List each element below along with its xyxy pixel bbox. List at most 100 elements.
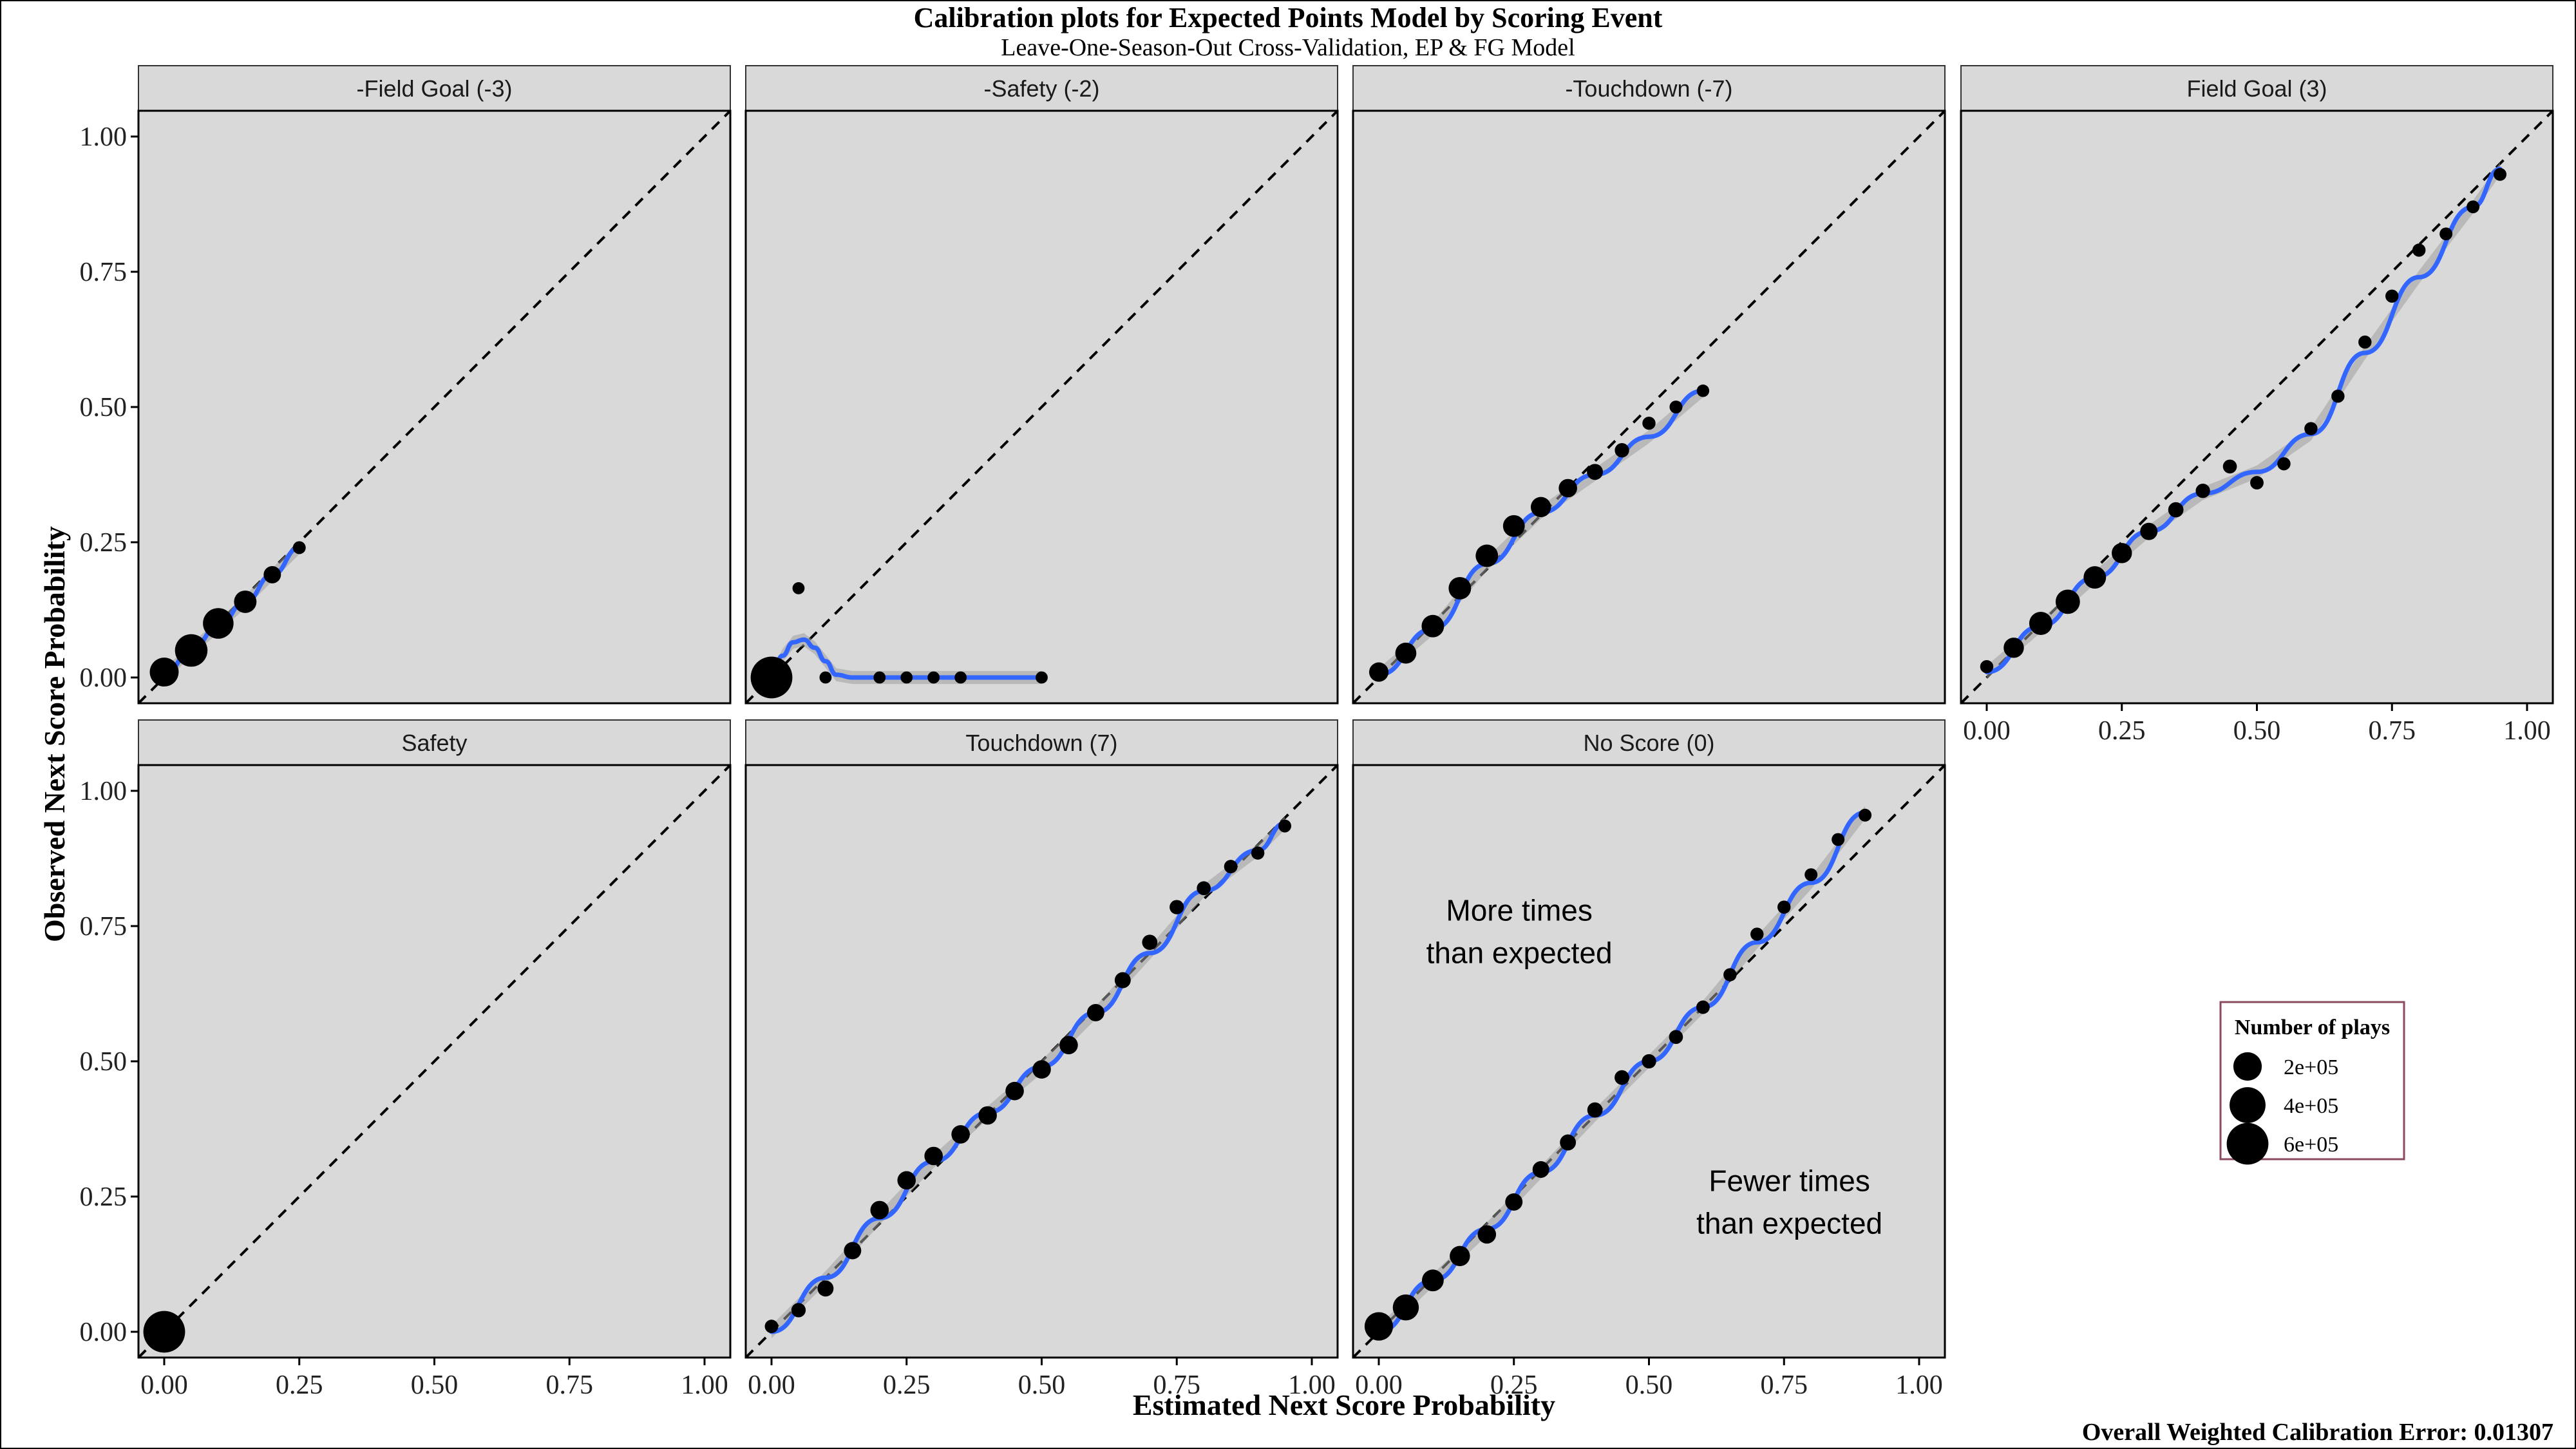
- data-point: [292, 541, 306, 554]
- data-point: [2439, 227, 2453, 241]
- facet-strip-label: Touchdown (7): [965, 730, 1117, 756]
- x-tick-label: 0.25: [1490, 1370, 1538, 1400]
- data-point: [2003, 638, 2024, 658]
- data-point: [1587, 1102, 1603, 1118]
- data-point: [2140, 522, 2158, 540]
- reference-diagonal: [137, 764, 732, 1359]
- y-tick-label: 0.00: [80, 1318, 128, 1347]
- x-tick-label: 0.50: [2233, 716, 2281, 746]
- facet-strip: [1352, 65, 1946, 111]
- data-point: [1251, 846, 1265, 860]
- x-tick-label: 0.75: [1761, 1370, 1808, 1400]
- data-point: [1114, 972, 1131, 989]
- data-point: [2277, 457, 2291, 471]
- legend-key-6e+05: [2226, 1122, 2269, 1165]
- data-point: [1395, 642, 1417, 664]
- data-point: [149, 658, 179, 687]
- annotation-text: More times: [1446, 894, 1592, 927]
- smooth-confidence-band: [772, 817, 1285, 1339]
- y-tick-label: 0.50: [80, 1047, 128, 1077]
- x-tick-label: 0.00: [1355, 1370, 1403, 1400]
- data-point: [1696, 384, 1710, 397]
- data-point: [954, 671, 967, 684]
- data-point: [2195, 484, 2210, 498]
- data-point: [900, 671, 913, 684]
- data-point: [2222, 459, 2237, 474]
- legend: Number of plays 2e+05 4e+05 6e+05: [2219, 1001, 2405, 1165]
- facet-strip: [745, 65, 1338, 111]
- data-point: [2083, 566, 2107, 589]
- data-point: [819, 671, 832, 684]
- chart-subtitle: Leave-One-Season-Out Cross-Validation, E…: [1001, 34, 1575, 61]
- x-tick-label: 0.25: [883, 1370, 931, 1400]
- panel-field-goal-3: Field Goal (3) 0.00 0.25 0.50 0.75 1.00: [1960, 65, 2554, 746]
- data-point: [1224, 860, 1238, 874]
- data-point: [1804, 868, 1818, 882]
- facet-strip: [138, 65, 731, 111]
- calibration-error-footer: Overall Weighted Calibration Error: 0.01…: [2082, 1419, 2553, 1446]
- data-point: [2112, 543, 2132, 564]
- legend-title: Number of plays: [2235, 1016, 2390, 1039]
- data-point: [1832, 833, 1845, 846]
- data-point: [1170, 900, 1184, 914]
- data-point: [1142, 934, 1158, 951]
- data-point: [2412, 243, 2426, 257]
- data-point: [1032, 1060, 1051, 1079]
- facet-strip-label: -Safety (-2): [983, 75, 1099, 102]
- data-point: [1450, 1245, 1470, 1267]
- data-point: [1750, 927, 1764, 941]
- x-tick-label: 0.25: [2098, 716, 2146, 746]
- data-point: [1558, 478, 1577, 498]
- data-point: [1368, 662, 1389, 682]
- data-point: [2385, 289, 2399, 303]
- data-point: [1669, 401, 1683, 413]
- y-tick-label: 0.25: [80, 1182, 128, 1212]
- x-tick-label: 0.50: [1018, 1370, 1066, 1400]
- data-point: [792, 582, 805, 594]
- reference-diagonal: [137, 109, 732, 705]
- data-point: [1859, 808, 1872, 822]
- facet-strip-label: Safety: [401, 730, 467, 756]
- x-tick-label: 0.75: [2369, 716, 2416, 746]
- y-tick-label: 0.50: [80, 393, 128, 422]
- y-tick-label: 0.75: [80, 912, 128, 942]
- x-tick-label: 0.25: [276, 1370, 323, 1400]
- data-point: [1615, 1070, 1630, 1085]
- data-point: [2250, 476, 2264, 490]
- data-point: [1421, 614, 1444, 638]
- data-point: [1005, 1081, 1024, 1101]
- y-tick-label: 0.00: [80, 663, 128, 693]
- data-point: [817, 1280, 834, 1297]
- x-tick-label: 0.00: [748, 1370, 795, 1400]
- x-tick-label: 0.75: [1153, 1370, 1201, 1400]
- data-point: [978, 1106, 997, 1125]
- data-point: [844, 1242, 862, 1260]
- data-point: [2029, 612, 2052, 635]
- panel-safety: Safety 0.00 0.25 0.50 0.75 1.00 0.00 0.25 0.50 0.…: [80, 719, 732, 1400]
- data-point: [1723, 968, 1737, 981]
- x-tick-label: 1.00: [1895, 1370, 1943, 1400]
- data-point: [1036, 671, 1048, 684]
- x-tick-label: 0.50: [1625, 1370, 1673, 1400]
- data-point: [2467, 200, 2480, 214]
- y-tick-label: 0.75: [80, 258, 128, 287]
- data-point: [1505, 1193, 1523, 1211]
- chart-title: Calibration plots for Expected Points Mo…: [914, 2, 1663, 33]
- x-axis-label: Estimated Next Score Probability: [1133, 1388, 1555, 1421]
- x-tick-label: 0.50: [411, 1370, 459, 1400]
- data-point: [1980, 659, 1994, 674]
- data-point: [203, 608, 234, 639]
- smooth-line: [1984, 166, 2503, 675]
- data-point: [234, 590, 257, 613]
- panel-field-goal-3: -Field Goal (-3) 0.00 0.25 0.50 0.75 1.00: [80, 65, 732, 705]
- data-point: [1364, 1312, 1394, 1341]
- data-point: [1532, 1161, 1549, 1178]
- y-axis-label: Observed Next Score Probability: [38, 526, 71, 942]
- panel-no-score-0: No Score (0) 0.00 0.25 0.50 0.75 1.00 More tim…: [1352, 719, 1946, 1400]
- legend-label: 6e+05: [2284, 1133, 2338, 1157]
- data-point: [750, 656, 793, 699]
- smooth-confidence-band: [772, 633, 1042, 685]
- data-point: [873, 671, 886, 684]
- panel-touchdown-7: -Touchdown (-7): [1352, 65, 1946, 705]
